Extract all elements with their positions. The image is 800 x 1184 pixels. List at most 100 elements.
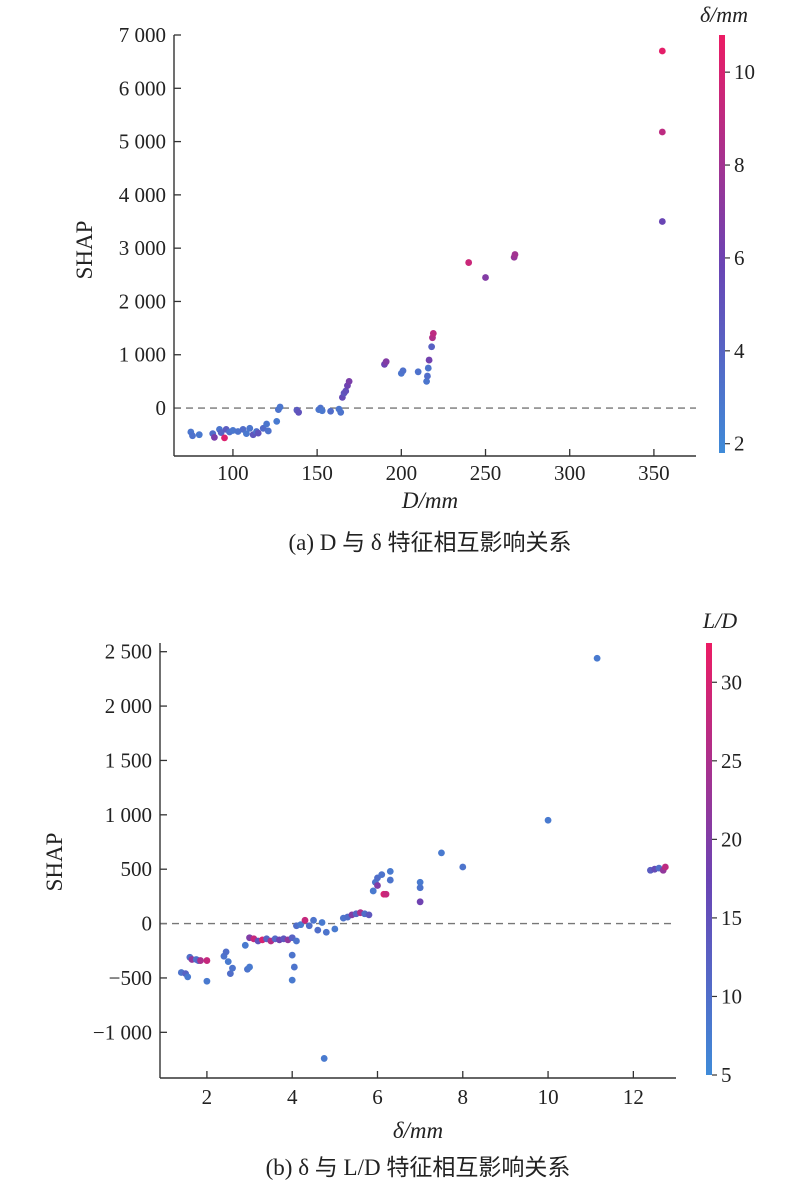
chart-a-data-point: [217, 429, 225, 436]
chart-b-ytick-label: 2 000: [105, 694, 152, 718]
chart-b-data-point: [382, 890, 390, 898]
chart-a-data-point: [414, 368, 422, 376]
chart-b-data-point: [369, 887, 377, 895]
chart-b-data-point: [322, 928, 330, 936]
chart-b: −1 000 −500 0 500 1 000 1 500 2 000 2 500 2 4 6 8 10…: [42, 608, 742, 1180]
chart-a-data-point: [189, 432, 196, 440]
chart-b-data-point: [290, 963, 298, 971]
chart-b-data-point: [203, 957, 211, 964]
chart-b-colorbar-ticks: 5 10 15 20 25 30: [712, 670, 742, 1087]
chart-b-data-point: [288, 976, 296, 984]
chart-a-colorbar-title: δ/mm: [700, 2, 748, 27]
chart-a: 0 1 000 2 000 3 000 4 000 5 000 6 000 7 000 100 1…: [72, 2, 755, 555]
chart-a-data-point: [211, 433, 218, 441]
chart-a-colorbar-tick-label: 2: [734, 432, 745, 456]
chart-a-ytick-label: 0: [156, 396, 167, 420]
chart-b-data-point: [365, 911, 373, 919]
chart-a-data-point: [423, 377, 430, 385]
chart-a-grid: 0 1 000 2 000 3 000 4 000 5 000 6 000 7 000 100 1…: [119, 23, 670, 485]
chart-b-caption: (b) δ 与 L/D 特征相互影响关系: [266, 1155, 571, 1180]
chart-b-data-point: [301, 916, 309, 924]
chart-b-data-point: [661, 863, 669, 871]
chart-a-data-point: [658, 47, 666, 55]
chart-a-data-point: [246, 424, 254, 432]
chart-a-data-point: [195, 431, 203, 439]
chart-a-colorbar-bar: [719, 35, 725, 453]
chart-a-ytick-label: 5 000: [119, 130, 166, 154]
chart-a-data-point: [318, 407, 326, 415]
chart-b-data-point: [318, 919, 326, 926]
chart-b-data-point: [310, 916, 317, 924]
chart-a-data-point: [658, 128, 666, 136]
chart-b-colorbar-tick-label: 10: [721, 984, 742, 1008]
chart-b-data-point: [386, 876, 394, 884]
chart-a-data-point: [429, 330, 437, 337]
chart-b-ytick-label: −500: [109, 966, 152, 990]
chart-b-ytick-label: −1 000: [93, 1020, 152, 1044]
chart-b-points: [177, 654, 669, 1062]
chart-b-x-label: δ/mm: [393, 1118, 443, 1143]
chart-b-data-point: [297, 921, 305, 929]
chart-b-y-label: SHAP: [42, 833, 67, 892]
chart-b-data-point: [593, 654, 601, 662]
chart-b-colorbar-title: L/D: [702, 608, 737, 633]
chart-a-ytick-label: 2 000: [119, 289, 166, 313]
chart-a-colorbar-ticks: 2 4 6 8 10: [725, 60, 755, 456]
chart-a-points: [187, 47, 666, 442]
chart-a-ytick-label: 7 000: [119, 23, 166, 47]
chart-a-xtick-label: 150: [301, 461, 333, 485]
chart-a-data-point: [425, 356, 433, 364]
chart-a-y-label: SHAP: [72, 221, 97, 280]
chart-a-data-point: [254, 429, 262, 437]
chart-a-colorbar-tick-label: 10: [734, 60, 755, 84]
chart-b-data-point: [544, 816, 552, 824]
chart-a-data-point: [327, 407, 334, 415]
chart-a-xtick-label: 350: [638, 461, 670, 485]
chart-a-data-point: [658, 218, 666, 225]
chart-a-data-point: [424, 364, 432, 372]
chart-a-data-point: [382, 358, 390, 366]
chart-a-data-point: [428, 343, 436, 351]
chart-b-xtick-label: 6: [372, 1085, 383, 1109]
chart-a-ytick-label: 3 000: [119, 236, 166, 260]
chart-b-data-point: [378, 871, 386, 879]
chart-b-colorbar-tick-label: 30: [721, 670, 742, 694]
chart-b-data-point: [416, 884, 424, 892]
chart-b-ytick-label: 1 000: [105, 803, 152, 827]
chart-a-data-point: [263, 420, 271, 428]
chart-b-data-point: [331, 925, 339, 933]
chart-a-data-point: [243, 430, 250, 438]
chart-b-ytick-label: 2 500: [105, 640, 152, 664]
chart-a-ytick-label: 1 000: [119, 343, 166, 367]
chart-b-data-point: [197, 957, 204, 964]
chart-b-grid: −1 000 −500 0 500 1 000 1 500 2 000 2 500 2 4 6 8 10…: [93, 640, 644, 1109]
chart-a-data-point: [511, 251, 519, 258]
chart-b-colorbar-tick-label: 5: [721, 1063, 732, 1087]
chart-b-ytick-label: 500: [121, 857, 153, 881]
chart-a-colorbar-tick-label: 4: [734, 339, 745, 363]
chart-a-ytick-label: 4 000: [119, 183, 166, 207]
chart-b-xtick-label: 2: [202, 1085, 213, 1109]
chart-a-xtick-label: 100: [217, 461, 249, 485]
chart-a-colorbar-tick-label: 6: [734, 246, 745, 270]
chart-a-colorbar: δ/mm 2 4 6 8 10: [700, 2, 755, 456]
chart-b-data-point: [241, 941, 249, 949]
chart-b-ytick-label: 0: [142, 912, 153, 936]
chart-a-caption: (a) D 与 δ 特征相互影响关系: [289, 530, 572, 555]
chart-b-colorbar-tick-label: 20: [721, 827, 742, 851]
chart-b-data-point: [293, 937, 300, 945]
chart-b-xtick-label: 8: [458, 1085, 469, 1109]
chart-b-data-point: [184, 973, 192, 981]
chart-b-colorbar-tick-label: 15: [721, 906, 742, 930]
chart-a-colorbar-tick-label: 8: [734, 153, 745, 177]
chart-b-data-point: [222, 948, 230, 956]
chart-b-ytick-label: 1 500: [105, 748, 152, 772]
chart-b-data-point: [374, 882, 381, 889]
chart-a-data-point: [345, 377, 353, 385]
chart-a-data-point: [276, 403, 284, 411]
chart-a-data-point: [229, 427, 237, 434]
chart-a-data-point: [273, 417, 281, 425]
chart-b-data-point: [438, 849, 445, 857]
chart-b-data-point: [203, 977, 211, 985]
